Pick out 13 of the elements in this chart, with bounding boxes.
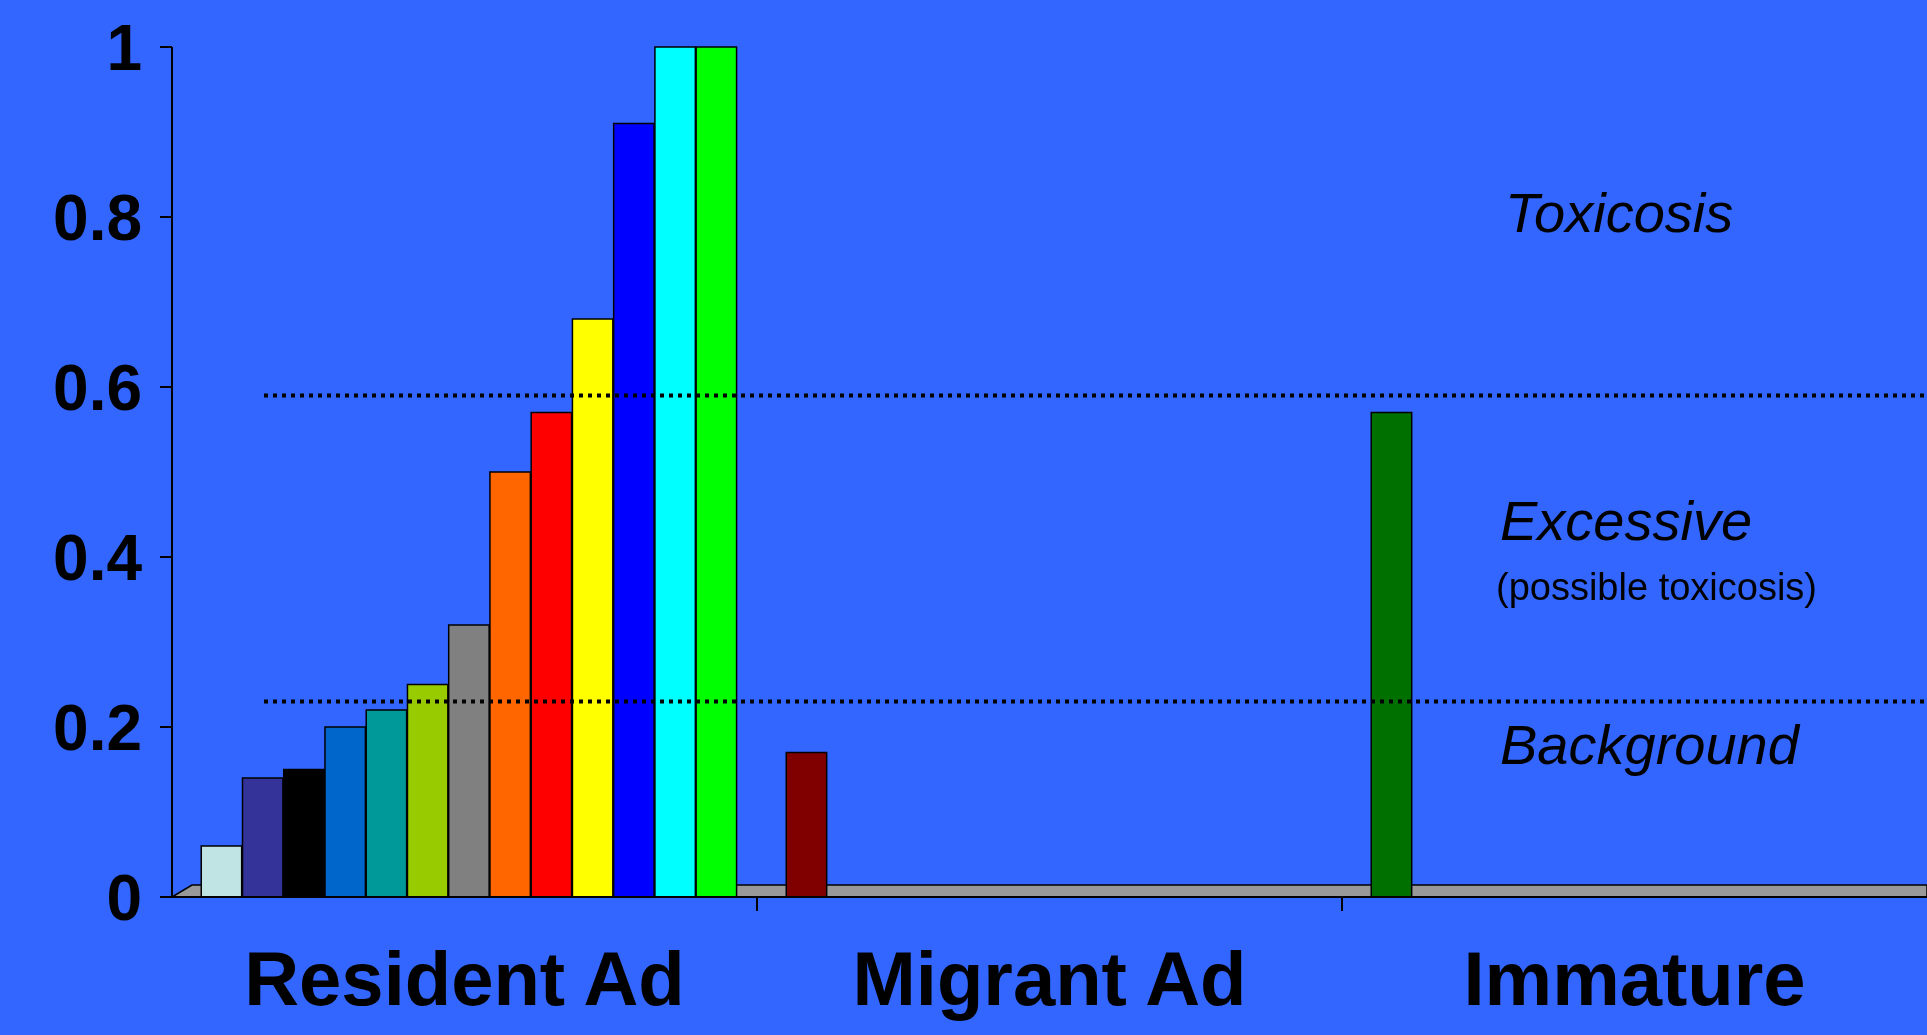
x-tick-label: Migrant Ad bbox=[852, 936, 1247, 1021]
y-tick-label: 0.4 bbox=[53, 522, 143, 595]
annotation: (possible toxicosis) bbox=[1496, 566, 1817, 608]
x-tick-label: Resident Ad bbox=[244, 936, 685, 1021]
annotation: Toxicosis bbox=[1505, 181, 1734, 244]
annotation: Excessive bbox=[1500, 489, 1753, 552]
y-tick-label: 1 bbox=[106, 12, 142, 85]
x-tick-label: Immature bbox=[1463, 936, 1806, 1021]
y-tick-label: 0.6 bbox=[53, 352, 142, 425]
y-tick-label: 0.8 bbox=[53, 182, 142, 255]
annotation: Background bbox=[1500, 713, 1801, 776]
y-tick-label: 0 bbox=[106, 862, 142, 935]
y-tick-label: 0.2 bbox=[53, 692, 142, 765]
